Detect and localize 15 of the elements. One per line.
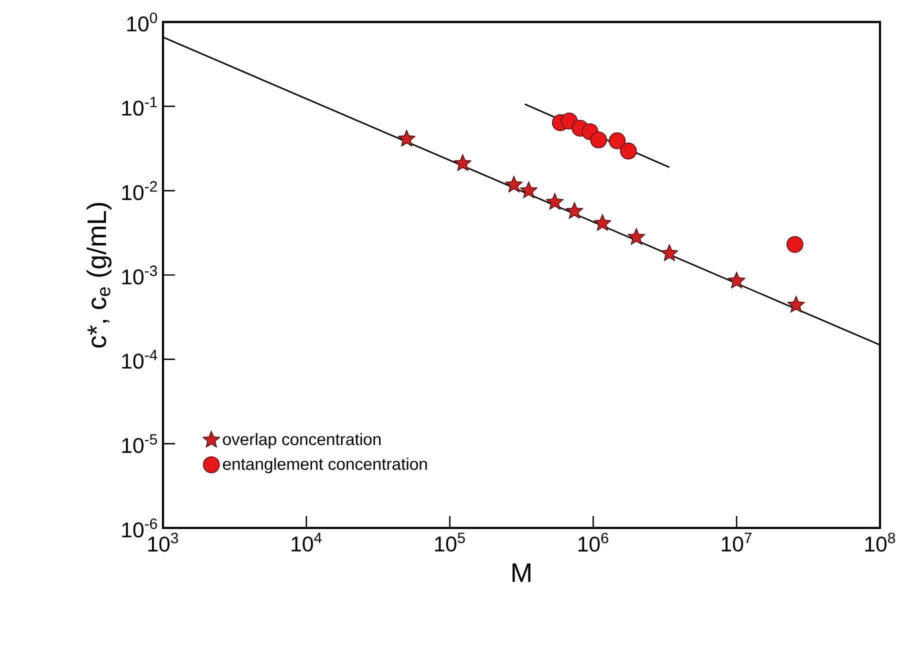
y-tick-label: 10$^{-2}$ — [122, 181, 157, 200]
legend-label: overlap concentration — [222, 432, 381, 448]
y-tick-label: 10$^{-3}$ — [122, 265, 157, 284]
x-axis-title: M — [512, 564, 530, 582]
y-tick-label: 10$^{0}$ — [127, 12, 158, 32]
x-tick-label: 10$^{4}$ — [292, 532, 322, 552]
y-axis-title: c*, c$_{e}$ (g/mL) — [86, 202, 112, 348]
legend-label: entanglement concentration — [222, 458, 427, 474]
y-tick-label: 10$^{-1}$ — [122, 96, 157, 116]
x-tick-label: 10$^{8}$ — [865, 532, 896, 552]
y-tick-label: 10$^{-5}$ — [122, 434, 157, 454]
x-tick-label: 10$^{5}$ — [435, 532, 465, 552]
x-tick-label: 10$^{6}$ — [578, 532, 608, 552]
y-tick-label: 10$^{-4}$ — [122, 350, 158, 369]
x-tick-label: 10$^{7}$ — [722, 532, 752, 552]
